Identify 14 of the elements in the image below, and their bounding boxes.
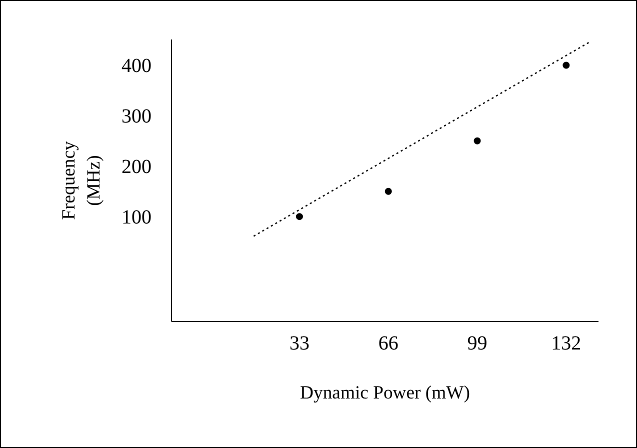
y-tick-label: 400 <box>122 55 152 78</box>
y-tick-label: 100 <box>122 206 152 229</box>
x-tick-label: 66 <box>378 332 398 354</box>
x-tick-label: 132 <box>551 332 582 354</box>
x-tick-label: 99 <box>467 332 488 354</box>
point <box>562 62 570 69</box>
x-axis-title: Dynamic Power (mW) <box>300 382 470 404</box>
point <box>296 213 303 220</box>
point <box>474 137 481 144</box>
y-axis-title: Frequency (MHz) <box>58 140 104 220</box>
x-tick-label: 33 <box>289 332 310 354</box>
y-tick-label: 200 <box>122 156 152 178</box>
point <box>384 188 392 195</box>
y-tick-label: 300 <box>122 106 152 128</box>
